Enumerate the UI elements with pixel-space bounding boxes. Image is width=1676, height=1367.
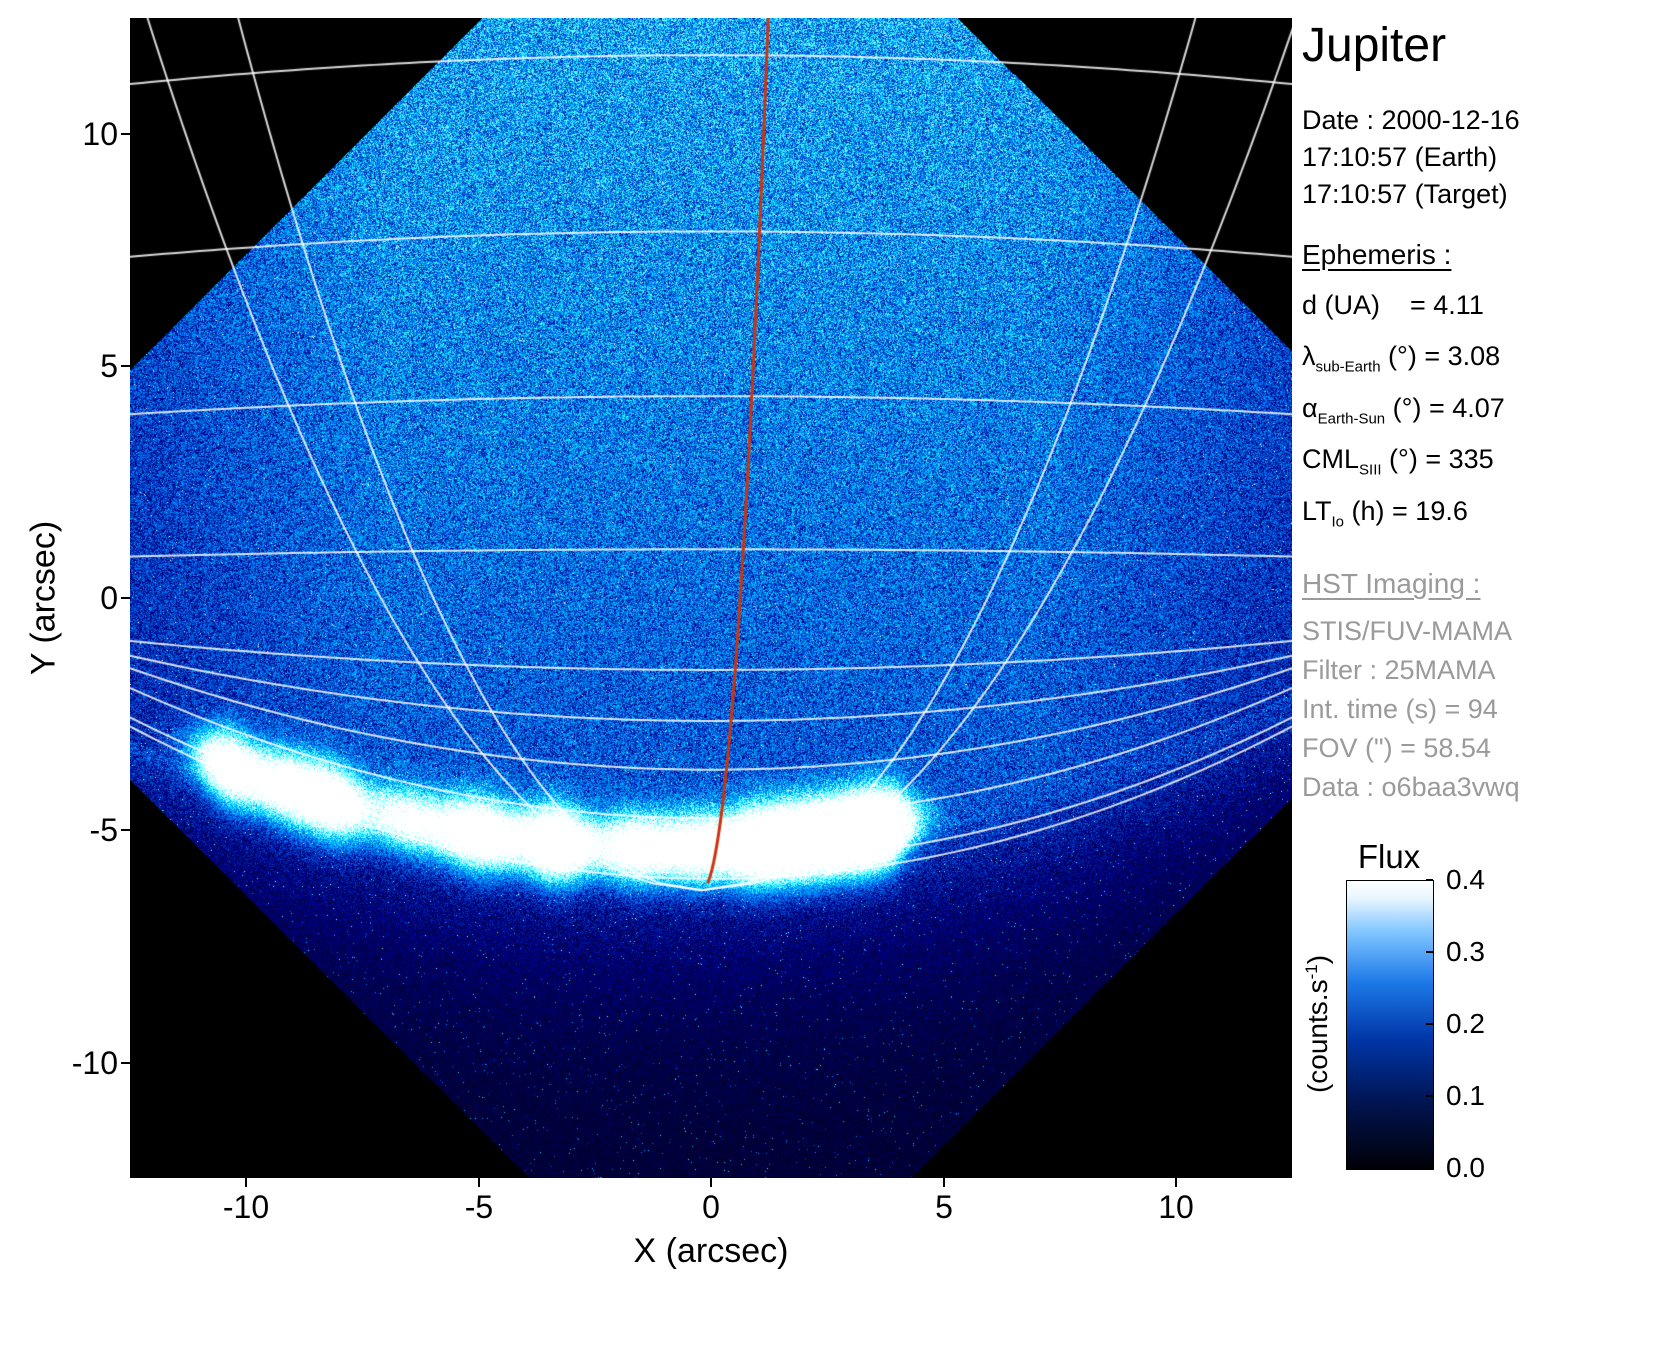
colorbar-tick-label: 0.0 xyxy=(1446,1153,1485,1183)
ephemeris-sub-earth-latitude: λsub-Earth (°) = 3.08 xyxy=(1302,336,1674,387)
x-tick-label: -5 xyxy=(434,1190,524,1224)
jupiter-fuv-image-canvas xyxy=(130,18,1292,1178)
axis-tick xyxy=(121,133,130,135)
y-tick-label: -5 xyxy=(30,813,118,847)
hst-instrument: STIS/FUV-MAMA xyxy=(1302,612,1674,651)
y-tick-label: 5 xyxy=(30,349,118,383)
ephemeris-distance: d (UA) = 4.11 xyxy=(1302,285,1674,336)
hst-imaging-heading: HST Imaging : xyxy=(1302,568,1674,600)
x-tick-label: 5 xyxy=(899,1190,989,1224)
colorbar-tick xyxy=(1426,951,1433,953)
figure-root: Y (arcsec) 10 5 0 -5 -10 X (arcsec) -10 … xyxy=(0,0,1676,1367)
axis-tick xyxy=(710,1178,712,1187)
y-tick-label: -10 xyxy=(30,1046,118,1080)
ephemeris-cml: CMLSIII (°) = 335 xyxy=(1302,439,1674,490)
ephemeris-phase-angle: αEarth-Sun (°) = 4.07 xyxy=(1302,388,1674,439)
axis-tick xyxy=(121,829,130,831)
observation-time-block: Date : 2000-12-16 17:10:57 (Earth) 17:10… xyxy=(1302,102,1674,213)
obs-time-earth: 17:10:57 (Earth) xyxy=(1302,139,1674,176)
axis-tick xyxy=(943,1178,945,1187)
colorbar-tick xyxy=(1426,1095,1433,1097)
hst-fov: FOV (") = 58.54 xyxy=(1302,729,1674,768)
x-tick-label: 0 xyxy=(666,1190,756,1224)
colorbar-tick xyxy=(1426,879,1433,881)
axis-tick xyxy=(121,597,130,599)
y-tick-label: 0 xyxy=(30,581,118,615)
colorbar-tick-label: 0.4 xyxy=(1446,865,1485,895)
colorbar-tick-label: 0.2 xyxy=(1446,1009,1485,1039)
colorbar-tick-label: 0.3 xyxy=(1446,937,1485,967)
x-tick-label: -10 xyxy=(201,1190,291,1224)
x-axis-label: X (arcsec) xyxy=(634,1232,789,1271)
axis-tick xyxy=(121,1062,130,1064)
axis-tick xyxy=(121,365,130,367)
colorbar-tick xyxy=(1426,1023,1433,1025)
y-tick-label: 10 xyxy=(30,117,118,151)
axis-tick xyxy=(478,1178,480,1187)
axis-tick xyxy=(245,1178,247,1187)
colorbar-tick-label: 0.1 xyxy=(1446,1081,1485,1111)
colorbar-gradient xyxy=(1346,880,1434,1170)
hst-integration-time: Int. time (s) = 94 xyxy=(1302,690,1674,729)
ephemeris-io-local-time: LTIo (h) = 19.6 xyxy=(1302,491,1674,542)
axis-tick xyxy=(1175,1178,1177,1187)
info-panel: Jupiter Date : 2000-12-16 17:10:57 (Eart… xyxy=(1302,20,1674,807)
colorbar-title: Flux xyxy=(1358,838,1420,876)
colorbar-tick xyxy=(1426,1165,1433,1167)
ephemeris-heading: Ephemeris : xyxy=(1302,239,1674,271)
hst-data-id: Data : o6baa3vwq xyxy=(1302,768,1674,807)
colorbar-unit-label: (counts.s-1) xyxy=(1302,955,1334,1093)
hst-filter: Filter : 25MAMA xyxy=(1302,651,1674,690)
x-tick-label: 10 xyxy=(1131,1190,1221,1224)
obs-time-target: 17:10:57 (Target) xyxy=(1302,176,1674,213)
obs-date: Date : 2000-12-16 xyxy=(1302,102,1674,139)
target-name: Jupiter xyxy=(1302,20,1674,72)
